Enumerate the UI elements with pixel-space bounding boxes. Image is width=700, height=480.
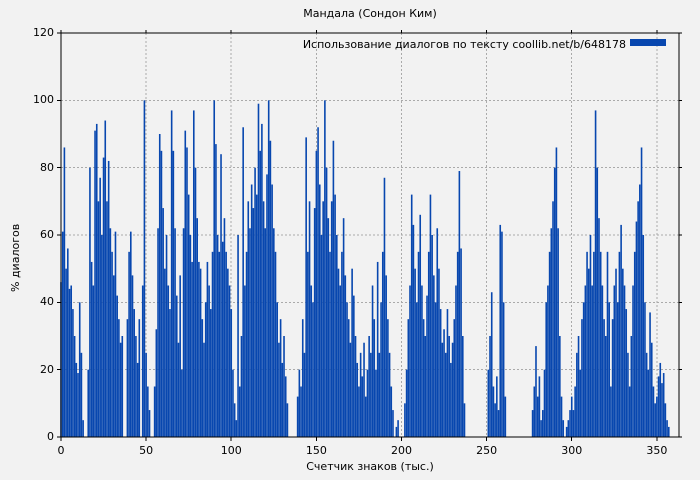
x-tick-label: 0 <box>57 444 65 457</box>
y-tick-label: 120 <box>33 26 54 39</box>
x-tick-label: 100 <box>220 444 242 457</box>
x-tick-label: 150 <box>305 444 327 457</box>
y-tick-label: 100 <box>33 93 54 107</box>
legend-label: Использование диалогов по тексту coollib… <box>302 38 626 51</box>
x-tick-label: 250 <box>476 444 498 457</box>
x-tick-label: 350 <box>646 444 668 457</box>
x-tick-label: 200 <box>390 444 412 457</box>
x-axis-title: Счетчик знаков (тыс.) <box>306 460 434 473</box>
x-tick-label: 50 <box>139 444 154 457</box>
y-tick-label: 80 <box>40 160 54 174</box>
chart-title: Мандала (Сондон Ким) <box>303 7 437 20</box>
y-tick-label: 40 <box>40 295 54 309</box>
x-tick-label: 300 <box>561 444 583 457</box>
y-tick-label: 20 <box>40 362 54 376</box>
y-tick-label: 0 <box>47 430 54 443</box>
y-tick-label: 60 <box>40 228 54 241</box>
legend-swatch-line <box>630 39 666 46</box>
